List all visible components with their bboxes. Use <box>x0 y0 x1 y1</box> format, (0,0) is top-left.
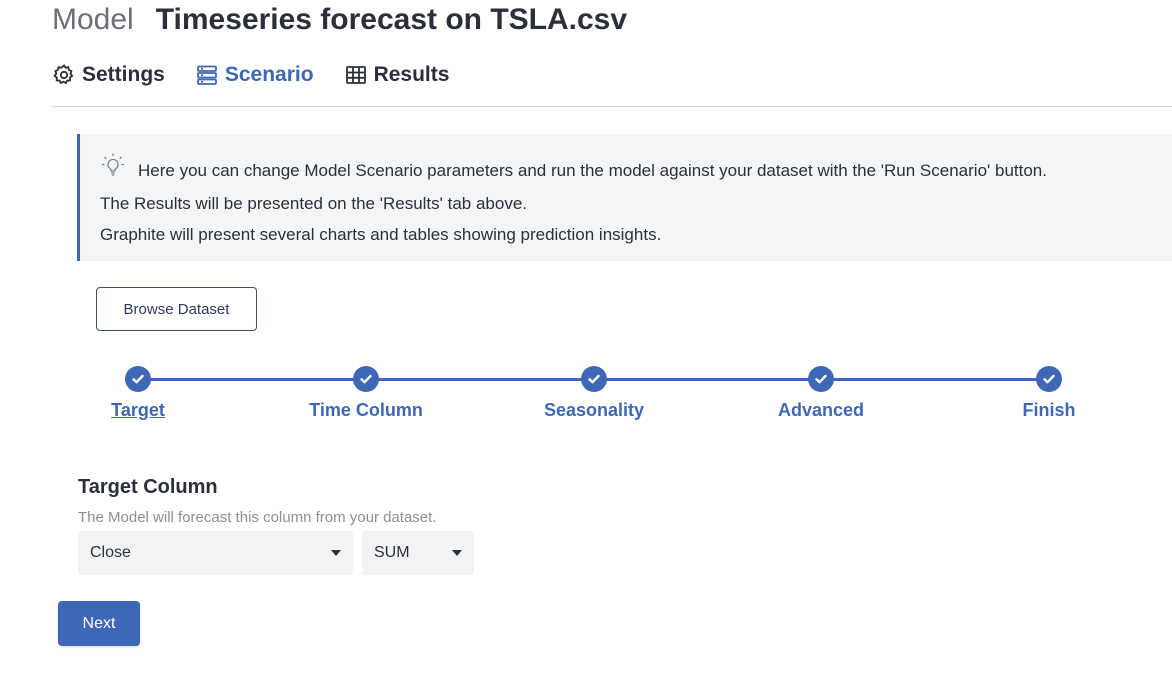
step-advanced-label: Advanced <box>777 400 865 420</box>
model-label: Model <box>52 3 134 36</box>
aggregation-select[interactable]: SUM <box>362 531 474 575</box>
wizard-stepper: Target Time Column Seasonality Advanced <box>0 360 1172 430</box>
target-column-value: Close <box>90 544 131 561</box>
caret-down-icon <box>331 550 341 556</box>
info-callout: Here you can change Model Scenario param… <box>77 134 1172 261</box>
browse-dataset-button[interactable]: Browse Dataset <box>96 287 257 331</box>
tab-scenario[interactable]: Scenario <box>195 63 314 87</box>
step-finish-label: Finish <box>1022 400 1076 420</box>
step-advanced[interactable]: Advanced <box>721 360 921 421</box>
check-icon <box>581 366 607 392</box>
info-text-2: The Results will be presented on the 'Re… <box>100 194 528 213</box>
step-seasonality-label: Seasonality <box>543 400 645 420</box>
tab-results[interactable]: Results <box>344 63 450 87</box>
tab-scenario-label: Scenario <box>224 63 314 86</box>
step-target[interactable]: Target <box>38 360 238 421</box>
step-time-column[interactable]: Time Column <box>266 360 466 421</box>
check-icon <box>808 366 834 392</box>
next-button[interactable]: Next <box>58 601 140 646</box>
step-finish[interactable]: Finish <box>949 360 1149 421</box>
page-title: Timeseries forecast on TSLA.csv <box>155 3 628 36</box>
tab-bar: Settings Scenario <box>52 58 449 92</box>
check-icon <box>1036 366 1062 392</box>
page-header: Model Timeseries forecast on TSLA.csv <box>52 0 627 40</box>
info-line-1: Here you can change Model Scenario param… <box>100 152 1172 188</box>
lightbulb-icon <box>100 152 126 188</box>
target-column-heading: Target Column <box>78 476 218 498</box>
target-column-description: The Model will forecast this column from… <box>78 509 437 526</box>
aggregation-value: SUM <box>374 544 410 561</box>
gear-icon <box>52 63 76 87</box>
caret-down-icon <box>452 550 462 556</box>
tab-settings[interactable]: Settings <box>52 63 165 87</box>
tab-settings-label: Settings <box>82 63 165 86</box>
check-icon <box>125 366 151 392</box>
target-column-select[interactable]: Close <box>78 531 353 575</box>
tab-divider <box>52 106 1172 107</box>
info-line-2: The Results will be presented on the 'Re… <box>100 188 1172 219</box>
check-icon <box>353 366 379 392</box>
step-time-column-label: Time Column <box>309 400 423 420</box>
table-icon <box>344 63 368 87</box>
info-line-3: Graphite will present several charts and… <box>100 219 1172 250</box>
step-seasonality[interactable]: Seasonality <box>494 360 694 421</box>
info-text-1: Here you can change Model Scenario param… <box>138 160 1047 180</box>
stack-icon <box>195 63 219 87</box>
info-text-3: Graphite will present several charts and… <box>100 225 662 244</box>
step-target-label: Target <box>111 400 165 420</box>
tab-results-label: Results <box>373 63 450 86</box>
